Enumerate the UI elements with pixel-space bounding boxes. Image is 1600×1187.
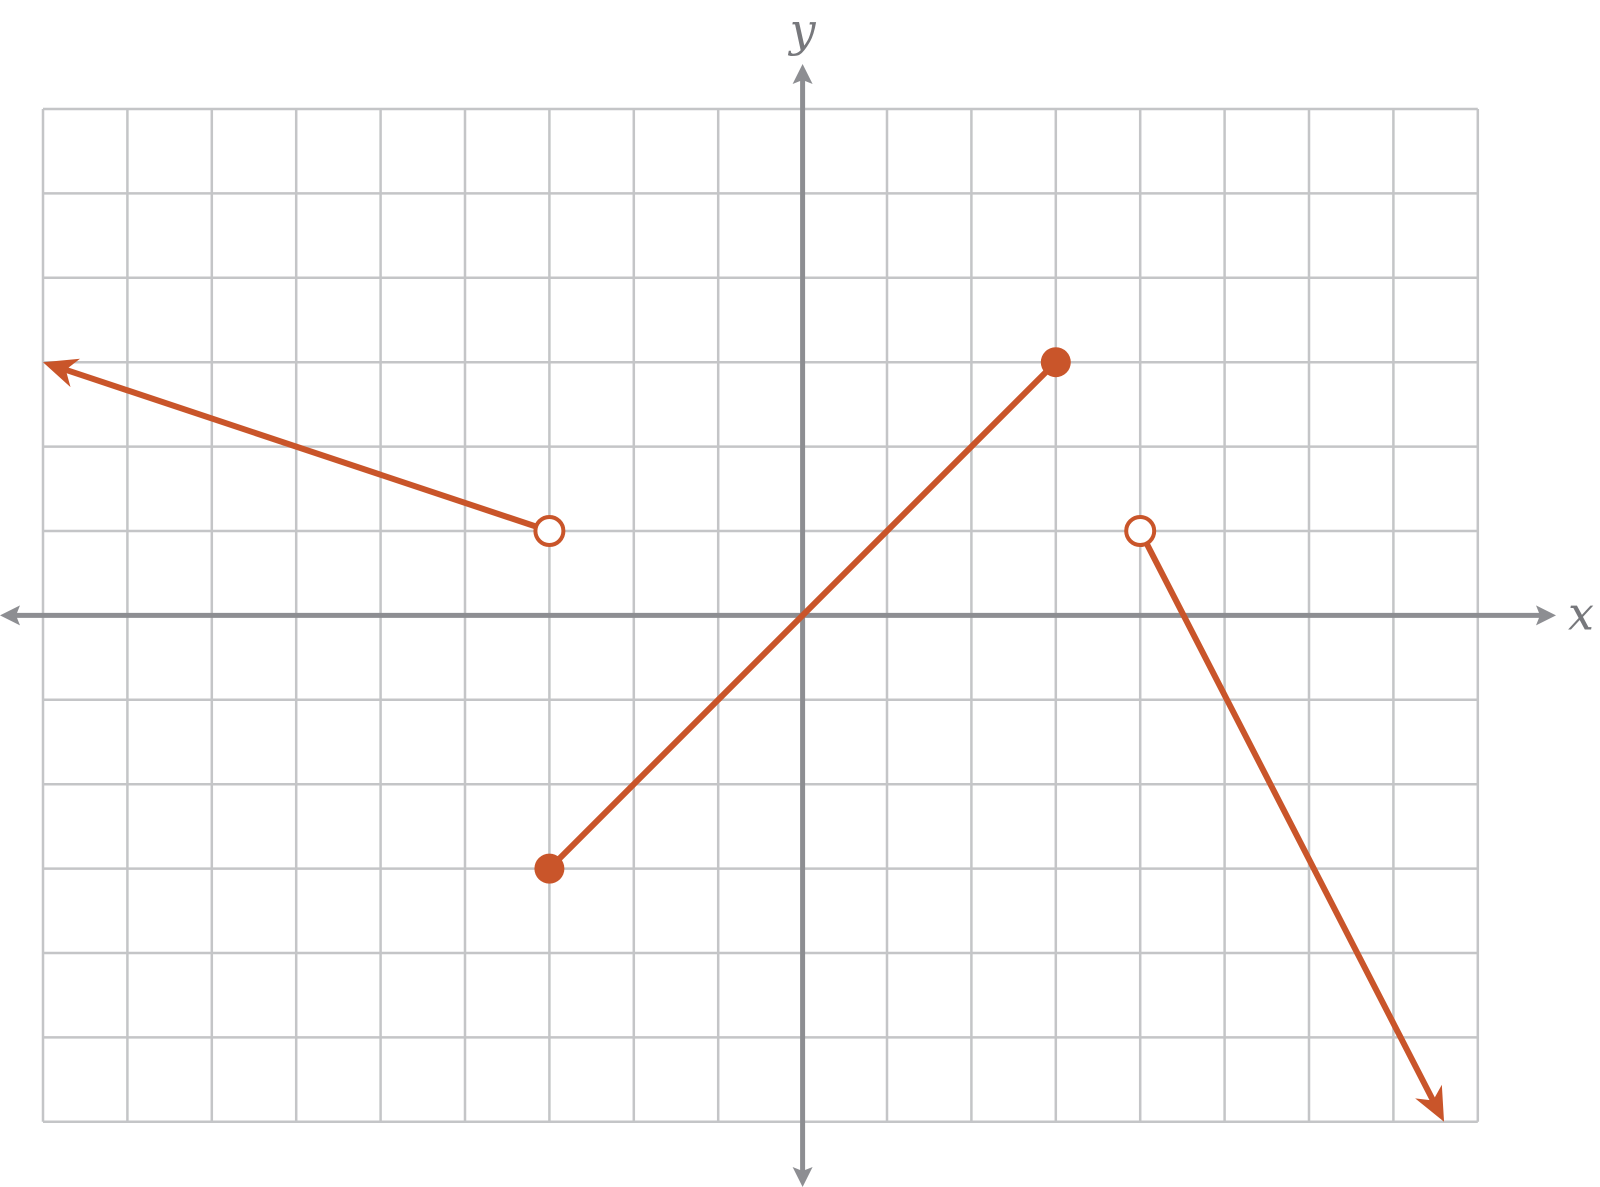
x-axis-arrow-left [0,605,20,626]
y-axis-label: y [788,3,817,57]
open-endpoint [1124,515,1157,547]
ray-arrowhead [43,358,80,388]
x-axis-arrow-right [1536,605,1556,626]
open-endpoint [533,515,566,547]
axes: x y [0,3,1594,1187]
closed-endpoint [1040,347,1071,378]
x-axis-label: x [1568,586,1594,640]
ray-line [1137,528,1437,1104]
function-pieces [43,347,1445,1122]
segment-line [546,359,1059,872]
ray-arrowhead [1415,1084,1445,1122]
y-axis-arrow-up [792,64,813,84]
y-axis-arrow-down [792,1167,813,1187]
ray-line [62,366,553,534]
closed-endpoint [534,853,565,884]
